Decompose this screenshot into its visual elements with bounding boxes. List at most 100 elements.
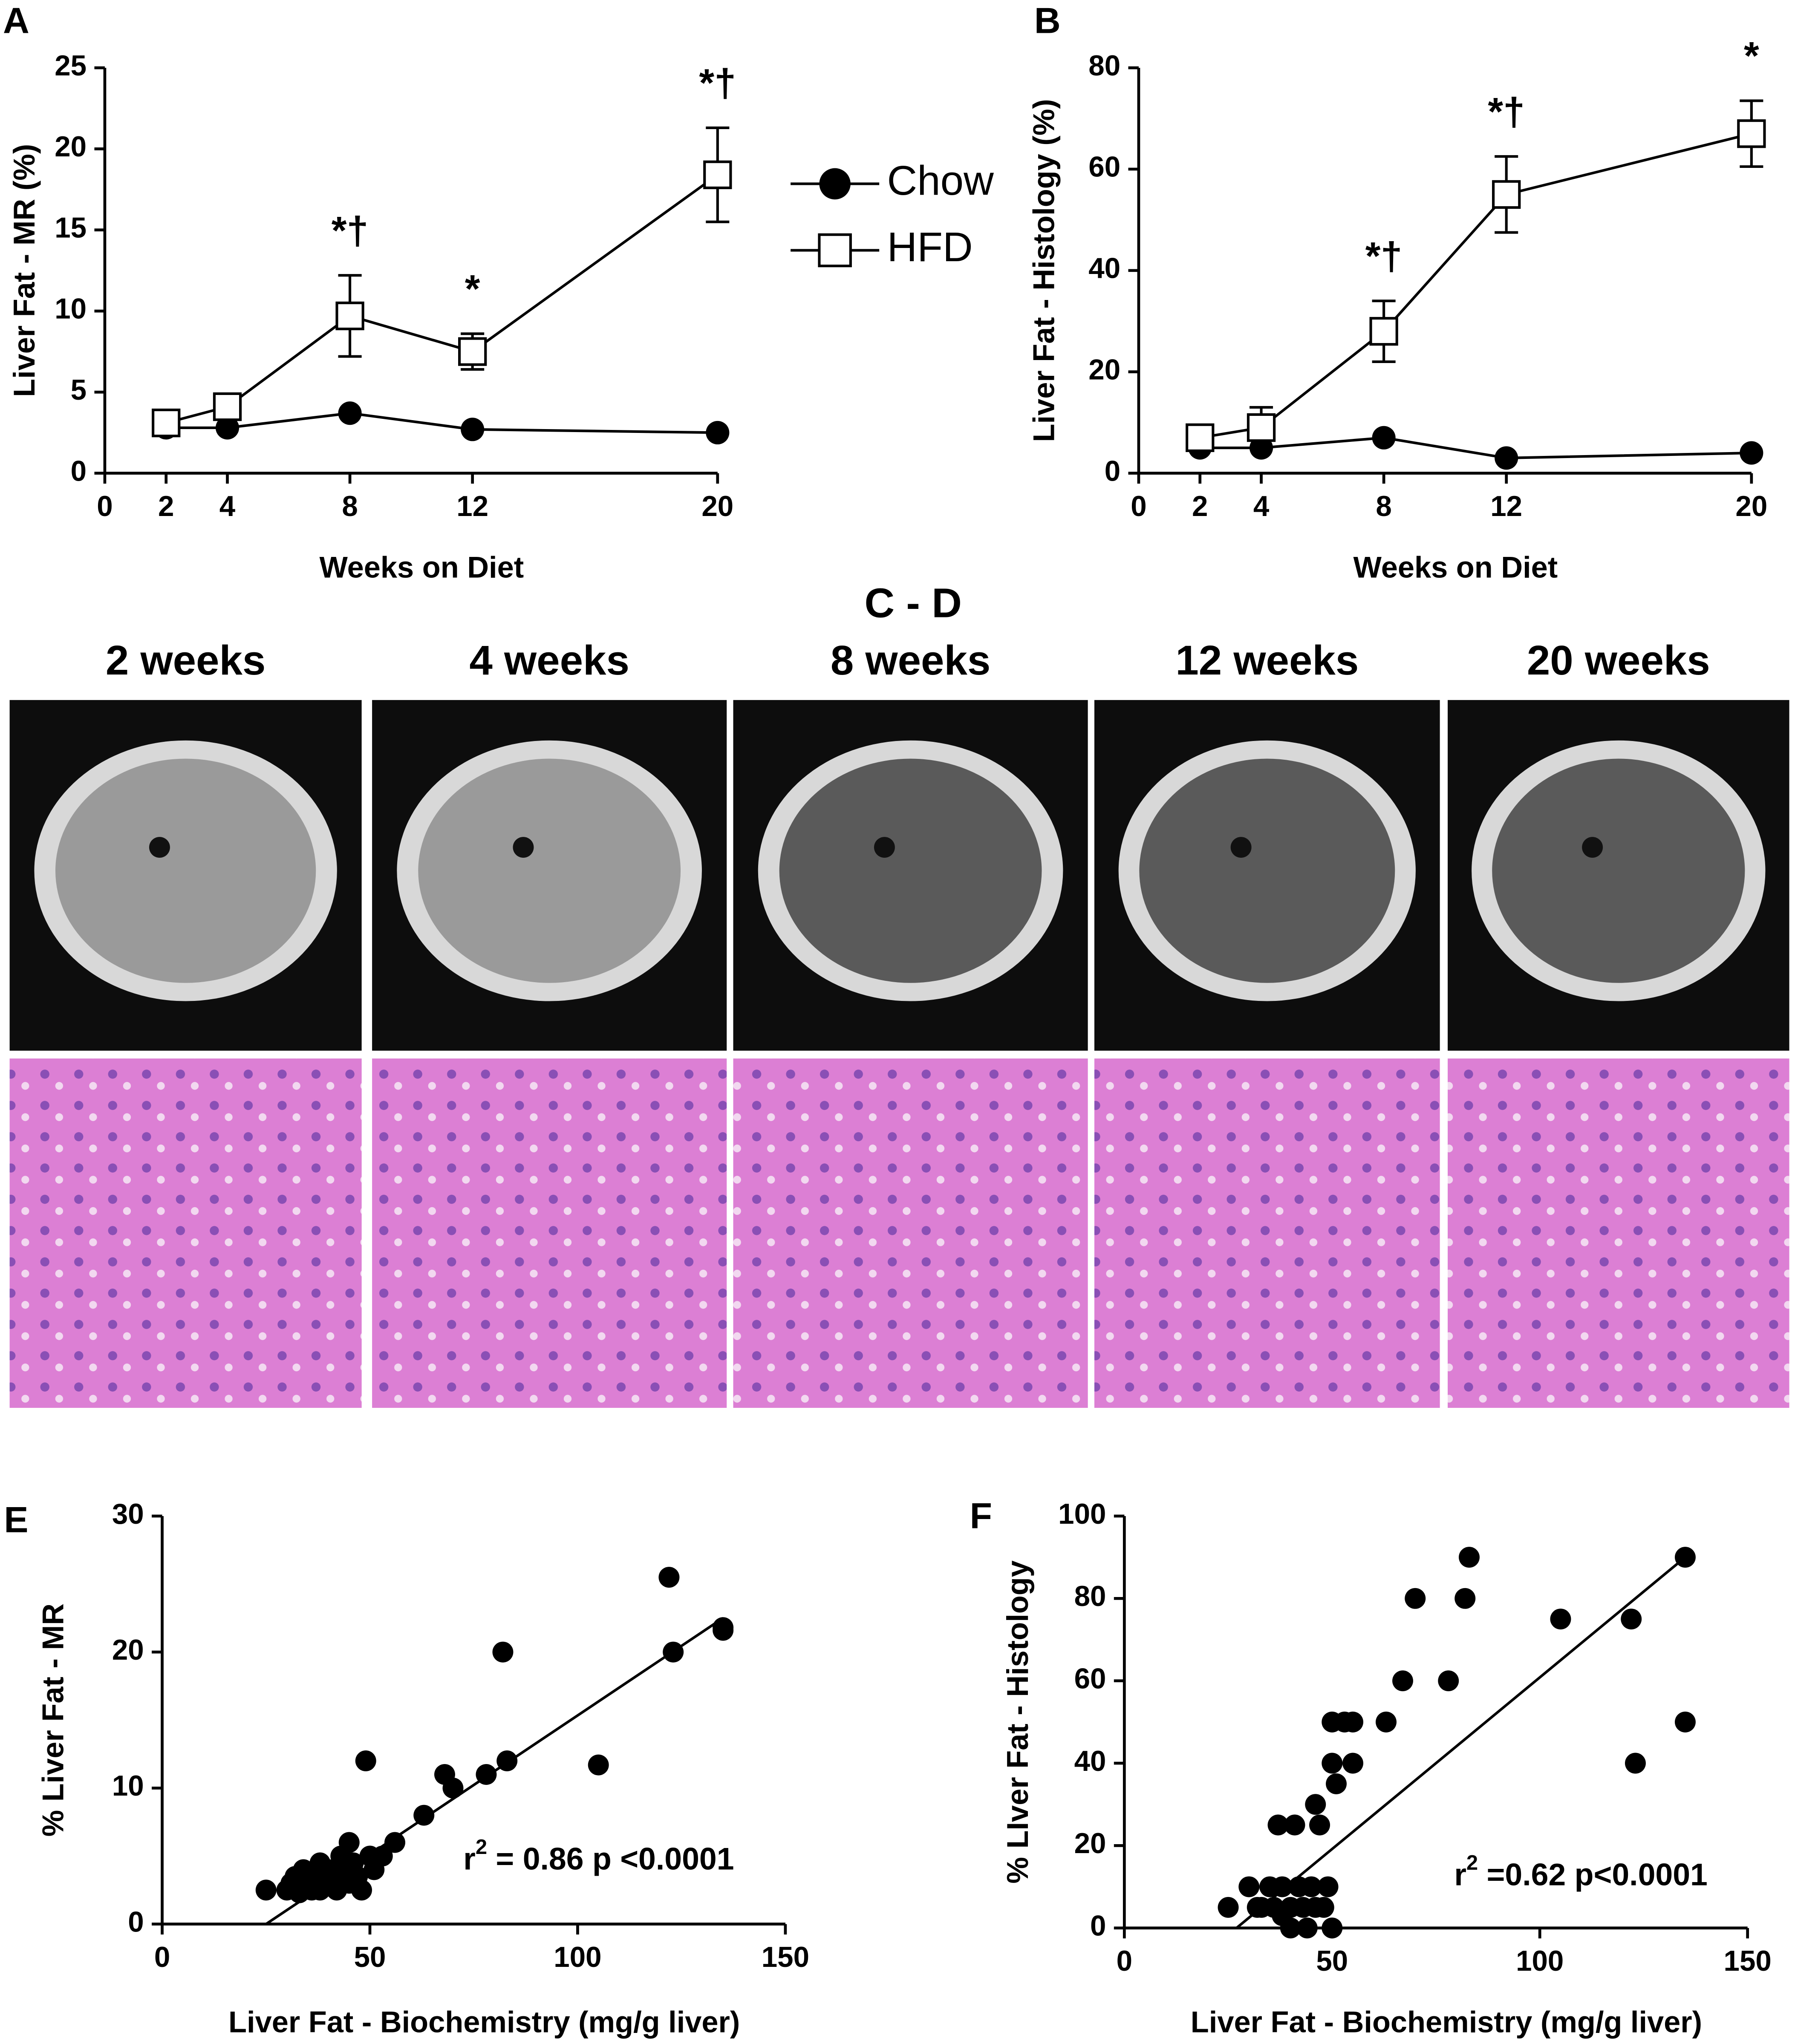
marker	[1740, 441, 1763, 465]
y-tick-label: 0	[71, 455, 87, 487]
point	[413, 1805, 435, 1826]
point	[372, 1845, 393, 1867]
point	[1326, 1773, 1347, 1794]
legend-marker	[819, 168, 851, 200]
point	[355, 1750, 376, 1771]
mr-vessel	[1230, 837, 1252, 858]
point	[492, 1641, 514, 1663]
y-tick-label: 20	[55, 131, 87, 163]
y-tick-label: 10	[112, 1770, 144, 1802]
point	[1267, 1814, 1289, 1836]
x-tick-label: 0	[1131, 490, 1146, 522]
point	[713, 1617, 734, 1638]
point	[1296, 1917, 1318, 1939]
x-tick-label: 2	[158, 490, 174, 522]
panel-label: E	[4, 1499, 28, 1540]
point	[476, 1764, 497, 1785]
y-tick-label: 20	[112, 1634, 144, 1666]
marker	[335, 301, 364, 331]
point	[1322, 1753, 1343, 1774]
stat-r: r	[1454, 1857, 1466, 1892]
y-tick-label: 25	[55, 50, 87, 82]
y-tick-label: 15	[55, 212, 87, 244]
mr-body-inner	[779, 758, 1042, 983]
x-tick-label: 4	[219, 490, 236, 522]
stat-rest: = 0.86 p <0.0001	[487, 1842, 734, 1877]
x-tick-label: 50	[1316, 1945, 1348, 1977]
x-tick-label: 8	[1376, 490, 1391, 522]
stat-rest: =0.62 p<0.0001	[1478, 1857, 1708, 1892]
point	[1621, 1609, 1642, 1630]
x-tick-label: 20	[701, 490, 733, 522]
column-title: 4 weeks	[469, 637, 629, 683]
x-tick-label: 100	[1516, 1945, 1564, 1977]
point	[1454, 1588, 1476, 1609]
marker	[1737, 119, 1766, 148]
x-tick-label: 0	[1117, 1945, 1132, 1977]
he-image	[733, 1058, 1088, 1408]
x-axis-label: Liver Fat - Biochemistry (mg/g liver)	[1191, 2005, 1702, 2039]
marker	[338, 401, 362, 425]
point	[1405, 1588, 1426, 1609]
column-title: 2 weeks	[106, 637, 266, 683]
point	[1305, 1794, 1326, 1815]
significance-mark: *†	[332, 209, 369, 253]
marker	[213, 392, 242, 421]
marker	[215, 416, 240, 440]
significance-mark: *	[465, 268, 480, 311]
point	[1238, 1876, 1260, 1897]
point	[1313, 1897, 1334, 1918]
x-axis-label: Weeks on Diet	[320, 551, 524, 584]
marker	[1495, 446, 1518, 470]
x-tick-label: 0	[154, 1941, 170, 1973]
marker	[1369, 317, 1398, 346]
point	[1342, 1711, 1363, 1733]
he-image	[1094, 1058, 1440, 1408]
he-image	[1448, 1058, 1789, 1408]
point	[1280, 1917, 1301, 1939]
point	[1625, 1753, 1646, 1774]
y-axis-label: % Liver Fat - MR	[36, 1603, 69, 1836]
x-tick-label: 150	[1724, 1945, 1772, 1977]
mr-vessel	[149, 837, 170, 858]
series-line	[165, 173, 719, 424]
marker	[461, 418, 485, 441]
series-line	[166, 412, 718, 434]
x-tick-label: 12	[1490, 490, 1522, 522]
y-axis-label: Liver Fat - Histology (%)	[1027, 99, 1060, 442]
y-tick-label: 20	[1088, 354, 1120, 386]
y-tick-label: 0	[1090, 1910, 1106, 1942]
x-tick-label: 150	[762, 1941, 809, 1973]
panel-label: F	[970, 1496, 992, 1537]
x-axis-label: Weeks on Diet	[1353, 551, 1558, 584]
point	[1550, 1609, 1571, 1630]
point	[1322, 1917, 1343, 1939]
mr-vessel	[513, 837, 534, 858]
series-line	[1200, 436, 1752, 459]
point	[1342, 1753, 1363, 1774]
point	[496, 1750, 518, 1771]
x-axis-label: Liver Fat - Biochemistry (mg/g liver)	[228, 2005, 740, 2039]
stat-label: r2 = 0.86 p <0.0001	[463, 1836, 734, 1877]
marker	[1492, 180, 1521, 209]
x-tick-label: 100	[554, 1941, 601, 1973]
column-title: 8 weeks	[831, 637, 991, 683]
point	[663, 1641, 684, 1663]
point	[255, 1880, 277, 1901]
significance-mark: *	[1744, 35, 1759, 78]
x-tick-label: 0	[97, 490, 113, 522]
mr-body-inner	[1139, 758, 1395, 983]
stat-label: r2 =0.62 p<0.0001	[1454, 1851, 1708, 1892]
point	[588, 1754, 609, 1776]
point	[1272, 1876, 1293, 1897]
marker	[1186, 423, 1215, 452]
y-tick-label: 60	[1074, 1663, 1106, 1695]
x-tick-label: 4	[1253, 490, 1270, 522]
y-tick-label: 80	[1088, 50, 1120, 82]
y-tick-label: 10	[55, 293, 87, 325]
fit-line	[1235, 1556, 1686, 1929]
marker	[152, 408, 181, 438]
he-image	[372, 1058, 727, 1408]
